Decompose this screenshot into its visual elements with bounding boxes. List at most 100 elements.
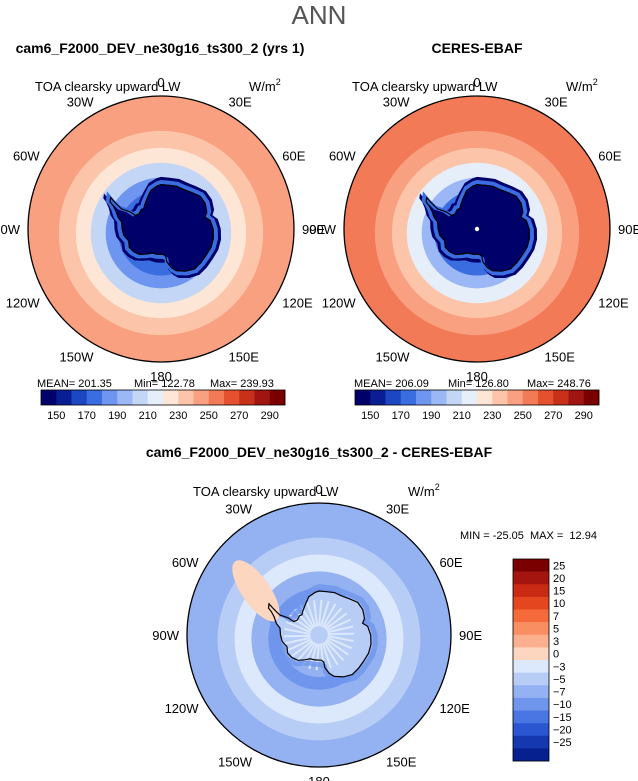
colorbar-swatch — [86, 390, 103, 405]
streak — [286, 638, 312, 652]
streak — [323, 607, 343, 629]
colorbar-tick-label: 170 — [392, 410, 410, 422]
streak — [324, 612, 348, 630]
colorbar-tick-label: 10 — [553, 598, 565, 610]
longitude-labels-obs: 0 30E 60E 90E 120E 150E 180 150W 120W 90W 60W 30W — [309, 75, 638, 384]
colorbar-swatch — [385, 390, 402, 405]
panel-model-units: W/m2 — [249, 77, 281, 94]
colorbar-tick-label: −7 — [553, 687, 566, 699]
coastline — [425, 184, 531, 272]
colorbar-swatch — [416, 390, 432, 405]
panel-model: cam6_F2000_DEV_ne30g16_ts300_2 (yrs 1) T… — [0, 40, 325, 422]
colorbar-tick-label: 170 — [78, 410, 96, 422]
lon-label: 60E — [439, 555, 462, 570]
panel-diff: cam6_F2000_DEV_ne30g16_ts300_2 - CERES-E… — [146, 444, 597, 781]
lon-label: 0 — [473, 75, 480, 90]
panel-model-max: Max= 239.93 — [210, 378, 274, 390]
panel-model-variable: TOA clearsky upward LW — [35, 79, 181, 94]
colorbar-swatch — [513, 685, 549, 699]
colorbar-swatch — [446, 390, 463, 405]
polar-map-model — [27, 95, 295, 363]
colorbar-swatch — [461, 390, 478, 405]
colorbar-swatch — [102, 390, 118, 405]
streak — [319, 600, 330, 627]
colorbar-tick-label: 270 — [544, 410, 562, 422]
lon-label: 120E — [439, 701, 470, 716]
lon-label: 180 — [466, 369, 488, 384]
lon-label: 150E — [386, 754, 417, 769]
colorbar-tick-label: 230 — [169, 410, 187, 422]
colorbar-tick-label: 25 — [553, 560, 565, 572]
streak — [326, 636, 353, 650]
longitude-labels-model: 0 30E 60E 90E 120E 150E 180 150W 120W 90W 60W 30W — [0, 75, 325, 384]
streak — [323, 641, 339, 666]
colorbar-tick-label: 270 — [230, 410, 248, 422]
colorbar-swatch — [224, 390, 240, 405]
colorbar-frame — [512, 558, 550, 762]
streak — [321, 603, 337, 628]
colorbar-model: 150 170 190 210 230 250 270 290 — [40, 389, 286, 422]
colorbar-tick-label: 190 — [108, 410, 126, 422]
panel-diff-units: W/m2 — [408, 482, 440, 499]
lon-label: 30W — [225, 502, 252, 517]
streak — [321, 642, 332, 669]
colorbar-swatch — [513, 723, 549, 737]
lon-label: 90E — [302, 222, 325, 237]
panel-diff-title: cam6_F2000_DEV_ne30g16_ts300_2 - CERES-E… — [146, 444, 493, 460]
lon-label: 180 — [150, 369, 172, 384]
panel-model-title: cam6_F2000_DEV_ne30g16_ts300_2 (yrs 1) — [16, 40, 305, 56]
colorbar-swatch — [56, 390, 72, 405]
colorbar-swatch — [513, 609, 549, 623]
lon-label: 90W — [309, 222, 336, 237]
lon-label: 60E — [282, 149, 305, 164]
lon-label: 30E — [545, 95, 568, 110]
colorbar-swatch — [513, 735, 549, 749]
coastline — [267, 590, 372, 678]
polar-map-diff — [186, 502, 452, 768]
streak — [313, 600, 319, 627]
colorbar-swatch — [71, 390, 88, 405]
panel-obs: CERES-EBAF TOA clearsky upward LW W/m2 0… — [309, 40, 638, 422]
streak — [326, 618, 352, 632]
lon-label: 30W — [67, 95, 94, 110]
colorbar-swatch — [553, 390, 569, 405]
streak — [306, 601, 317, 628]
colorbar-tick-label: −10 — [553, 699, 572, 711]
lon-label: 150E — [545, 349, 576, 364]
lon-label: 120E — [282, 296, 313, 311]
colorbar-swatch — [117, 390, 133, 405]
colorbar-tick-label: 7 — [553, 611, 559, 623]
lon-label: 0 — [157, 75, 164, 90]
lon-label: 90W — [152, 628, 179, 643]
colorbar-swatch — [513, 660, 549, 673]
colorbar-tick-label: 150 — [361, 410, 379, 422]
colorbar-swatch — [239, 390, 255, 405]
lon-label: 90E — [618, 222, 638, 237]
colorbar-swatch — [513, 634, 549, 648]
streak — [327, 625, 354, 634]
lon-label: 30E — [386, 502, 409, 517]
panel-obs-title: CERES-EBAF — [431, 40, 522, 56]
warm-anomaly — [232, 560, 280, 622]
panel-obs-max: Max= 248.76 — [527, 378, 591, 390]
coastline — [109, 184, 215, 272]
colorbar-tick-label: 20 — [553, 573, 565, 585]
colorbar-swatch — [147, 390, 164, 405]
colorbar-swatch — [538, 390, 554, 405]
colorbar-swatch — [355, 390, 371, 405]
colorbar-tick-label: −20 — [553, 724, 572, 736]
lon-label: 60W — [172, 555, 199, 570]
colorbar-swatch — [178, 390, 194, 405]
lon-label: 120W — [6, 296, 41, 311]
colorbar-swatch — [568, 390, 585, 405]
map-boundary — [186, 502, 452, 768]
lon-label: 60W — [13, 149, 40, 164]
colorbar-swatch — [431, 390, 447, 405]
colorbar-swatch — [513, 748, 549, 762]
panel-model-min: Min= 122.78 — [134, 378, 195, 390]
colorbar-tick-label: −3 — [553, 661, 566, 673]
lon-label: 150W — [60, 349, 95, 364]
colorbar-swatch — [507, 390, 524, 405]
panel-model-mean: MEAN= 201.35 — [37, 378, 112, 390]
colorbar-swatch — [522, 390, 539, 405]
